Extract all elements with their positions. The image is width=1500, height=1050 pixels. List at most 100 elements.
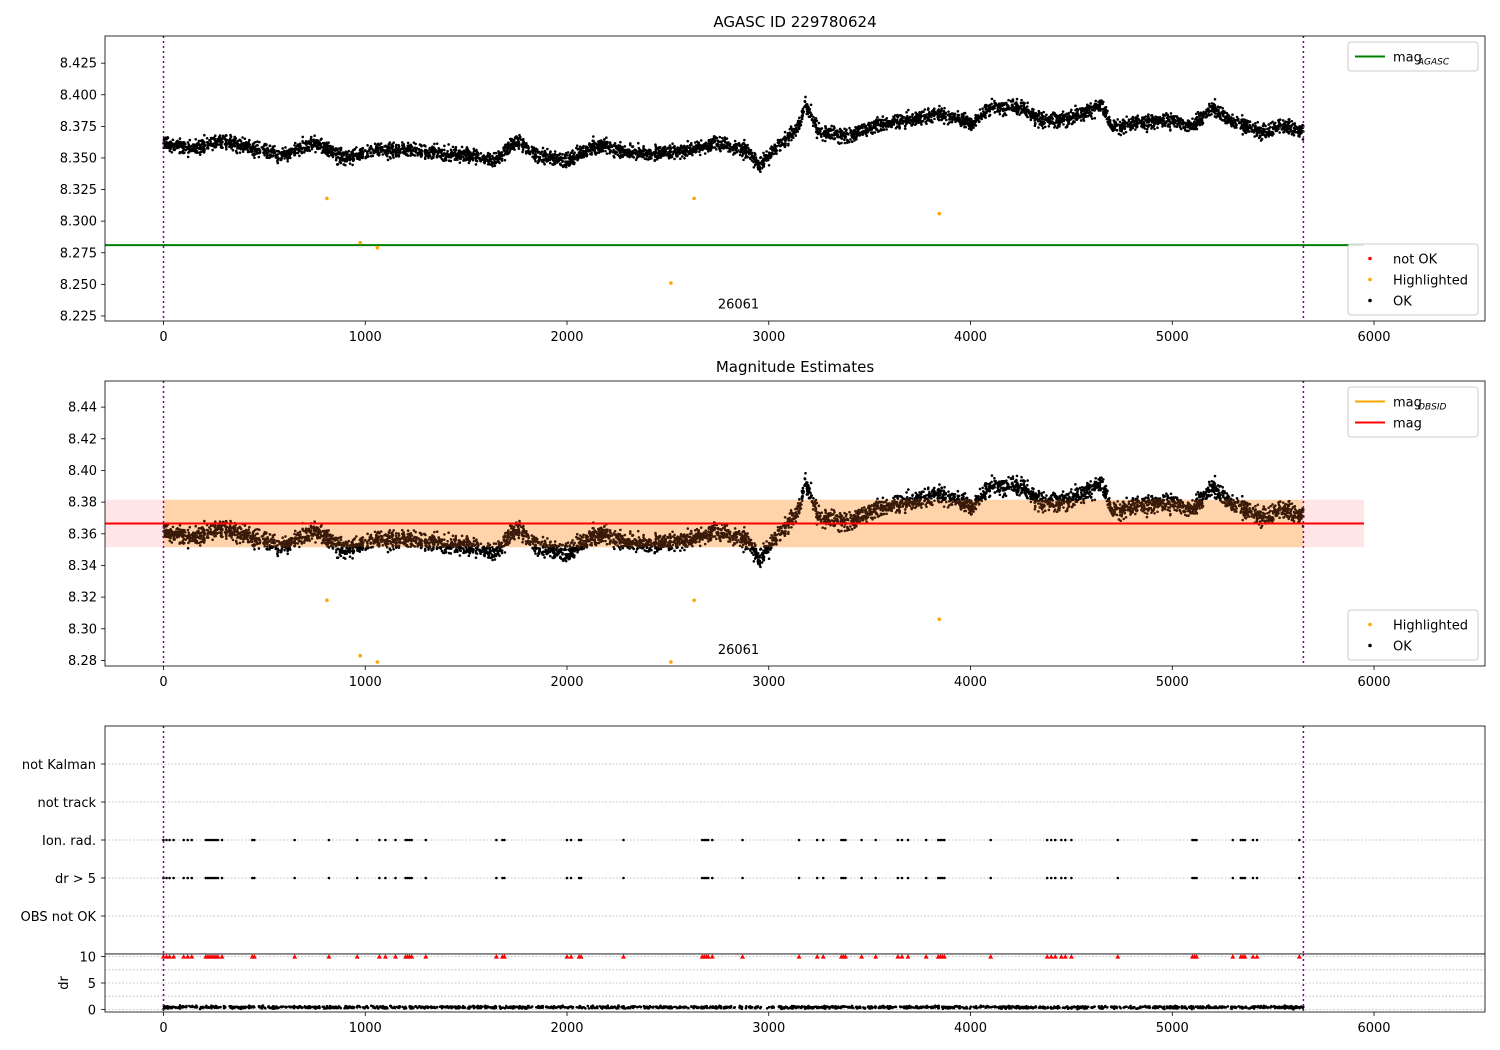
ok-point <box>458 161 462 164</box>
ok-point <box>1036 119 1040 123</box>
ok-point <box>316 140 320 143</box>
ok-point <box>1082 117 1085 121</box>
ok-point <box>271 151 274 154</box>
ok-point <box>382 148 385 152</box>
ok-point <box>1040 117 1044 121</box>
ok-point <box>942 122 946 125</box>
ok-point <box>357 155 361 158</box>
ok-point <box>258 149 262 152</box>
ok-point <box>566 151 570 154</box>
ok-point <box>1187 119 1191 123</box>
ok-point <box>1049 121 1053 125</box>
ok-point <box>675 153 678 156</box>
ok-point <box>1009 106 1013 110</box>
ok-point <box>1062 119 1066 123</box>
ok-point <box>1295 126 1298 130</box>
ok-point <box>573 161 576 164</box>
ok-point <box>791 134 794 137</box>
ok-point <box>910 124 914 127</box>
ok-point <box>568 163 572 167</box>
ok-point <box>1259 126 1263 130</box>
ok-point <box>830 133 834 136</box>
ok-point <box>1293 124 1297 128</box>
ok-point <box>921 120 925 123</box>
ok-point <box>524 150 528 153</box>
ok-point <box>1121 121 1125 125</box>
ok-point <box>558 152 562 155</box>
ok-point <box>907 120 910 124</box>
ok-point <box>223 138 227 141</box>
ok-point <box>634 149 638 152</box>
ok-point <box>437 147 441 151</box>
ok-point <box>1169 128 1172 131</box>
ok-point <box>685 154 689 157</box>
ok-point <box>847 140 850 143</box>
ok-point <box>770 145 773 148</box>
ok-point <box>1086 114 1090 118</box>
ok-point <box>670 150 673 153</box>
ok-point <box>1069 117 1073 121</box>
ok-point <box>1218 106 1221 109</box>
ok-point <box>549 150 552 153</box>
ok-point <box>827 134 830 137</box>
ok-point <box>1074 116 1078 119</box>
ok-point <box>1108 120 1112 124</box>
ok-point <box>698 150 701 154</box>
ok-point <box>609 143 612 146</box>
ok-point <box>804 95 807 99</box>
ok-point <box>680 155 684 158</box>
ok-point <box>740 144 743 148</box>
ok-point <box>1208 104 1212 108</box>
ok-point <box>596 146 600 149</box>
ok-point <box>803 104 807 108</box>
ok-point <box>612 154 615 158</box>
ok-point <box>803 100 807 103</box>
ok-point <box>709 140 713 144</box>
ok-point <box>905 110 908 114</box>
ok-point <box>1166 113 1169 117</box>
ok-point <box>350 153 353 156</box>
ok-point <box>441 159 445 162</box>
ok-point <box>1010 108 1014 112</box>
ok-point <box>1105 110 1109 113</box>
ok-point <box>402 151 406 154</box>
ok-point <box>199 143 202 147</box>
ok-point <box>388 149 392 153</box>
ok-point <box>298 154 301 158</box>
ok-point <box>1019 101 1023 105</box>
ok-point <box>1098 99 1102 102</box>
ok-point <box>683 152 687 156</box>
ok-point <box>486 153 490 157</box>
ok-point <box>723 136 727 139</box>
ok-point <box>943 106 946 110</box>
ok-point <box>947 110 950 113</box>
ok-point <box>1089 114 1093 118</box>
ok-point <box>546 147 549 151</box>
ok-point <box>1242 127 1246 131</box>
ok-point <box>423 157 427 161</box>
ok-point <box>386 145 390 148</box>
ok-point <box>948 112 951 116</box>
ok-point <box>376 150 380 154</box>
ok-point <box>479 159 482 163</box>
ok-point <box>1251 124 1255 127</box>
ok-point <box>286 159 289 163</box>
ok-point <box>978 108 982 111</box>
ok-point <box>1273 126 1277 130</box>
ok-point <box>811 124 815 128</box>
ok-point <box>824 125 827 129</box>
ok-point <box>753 151 756 155</box>
ok-point <box>172 146 175 150</box>
ok-point <box>732 153 735 156</box>
ok-point <box>406 144 410 148</box>
ok-point <box>386 158 390 162</box>
ok-point <box>1231 123 1234 127</box>
ok-point <box>917 117 921 121</box>
ok-point <box>602 141 606 144</box>
ok-point <box>759 156 762 160</box>
ok-point <box>1065 118 1069 121</box>
ok-point <box>809 103 813 107</box>
ok-point <box>743 138 746 142</box>
ok-point <box>925 122 928 126</box>
ok-point <box>506 142 510 145</box>
